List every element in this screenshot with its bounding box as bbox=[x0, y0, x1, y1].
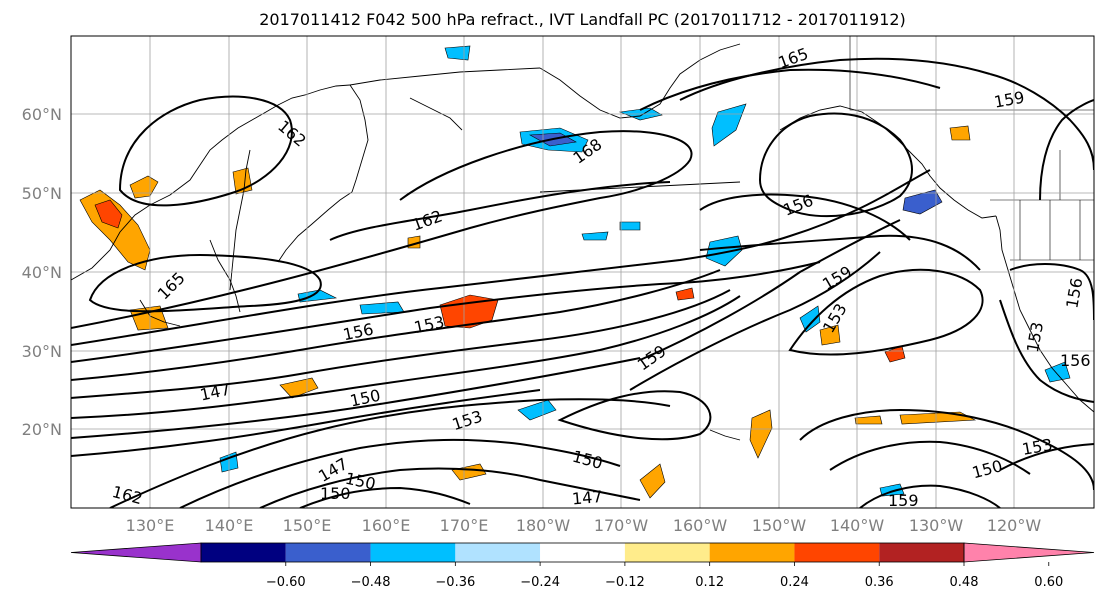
colorbar-segment bbox=[540, 543, 625, 562]
colorbar-segment bbox=[879, 543, 964, 562]
lon-label-130e: 130°E bbox=[126, 516, 175, 535]
lon-label-140w: 140°W bbox=[830, 516, 885, 535]
country-borders bbox=[849, 36, 1094, 261]
colorbar-extend-min bbox=[70, 542, 202, 563]
lon-label-150w: 150°W bbox=[752, 516, 807, 535]
contour-label: 147 bbox=[571, 487, 603, 509]
colorbar-tick-label: −0.36 bbox=[435, 575, 475, 590]
colorbar-tick-label: −0.12 bbox=[605, 575, 645, 590]
colorbar-tick-label: −0.24 bbox=[520, 575, 560, 590]
colorbar-segment bbox=[794, 543, 880, 562]
lon-label-130w: 130°W bbox=[909, 516, 964, 535]
colorbar-tick-label: 0.48 bbox=[950, 575, 979, 590]
lat-label-60n: 60°N bbox=[22, 105, 62, 124]
colorbar-tick-label: 0.12 bbox=[695, 575, 724, 590]
colorbar-extend-max bbox=[963, 542, 1095, 563]
colorbar-tick-label: 0.36 bbox=[865, 575, 894, 590]
lat-label-30n: 30°N bbox=[22, 342, 62, 361]
map-frame bbox=[70, 35, 1095, 509]
colorbar-tick-label: −0.60 bbox=[266, 575, 306, 590]
contour-label: 159 bbox=[888, 491, 919, 510]
colorbar-segment bbox=[455, 543, 541, 562]
colorbar-tick-label: −0.48 bbox=[351, 575, 391, 590]
colorbar-segment bbox=[201, 543, 286, 562]
colorbar-tick-label: 0.24 bbox=[780, 575, 809, 590]
ivt-contours bbox=[71, 57, 1094, 508]
coastlines bbox=[71, 43, 1094, 441]
contour-label: 156 bbox=[1060, 351, 1091, 370]
lon-label-160w: 160°W bbox=[673, 516, 728, 535]
lon-label-170e: 170°E bbox=[440, 516, 489, 535]
colorbar-outline bbox=[200, 542, 965, 563]
colorbar-segment bbox=[285, 543, 371, 562]
colorbar-segment bbox=[709, 543, 795, 562]
shading-layer bbox=[79, 45, 1071, 499]
lon-label-140e: 140°E bbox=[205, 516, 254, 535]
lat-label-40n: 40°N bbox=[22, 263, 62, 282]
lon-label-120w: 120°W bbox=[987, 516, 1042, 535]
map-title: 2017011412 F042 500 hPa refract., IVT La… bbox=[259, 10, 906, 29]
lat-label-20n: 20°N bbox=[22, 420, 62, 439]
lon-label-150e: 150°E bbox=[283, 516, 332, 535]
lon-label-170w: 170°W bbox=[594, 516, 649, 535]
lon-label-180w: 180°W bbox=[516, 516, 571, 535]
colorbar-tick-label: 0.60 bbox=[1034, 575, 1063, 590]
colorbar: −0.60 −0.48 −0.36 −0.24 −0.12 0.12 0.24 0.36 0.4… bbox=[70, 542, 1095, 590]
lat-axis: 60°N 50°N 40°N 30°N 20°N bbox=[22, 105, 62, 439]
map-area: 165 162 168 159 162 156 165 156 153 159 … bbox=[71, 36, 1094, 510]
colorbar-segment bbox=[624, 543, 710, 562]
lat-label-50n: 50°N bbox=[22, 184, 62, 203]
colorbar-segment bbox=[370, 543, 456, 562]
lon-axis: 130°E 140°E 150°E 160°E 170°E 180°W 170°… bbox=[126, 516, 1042, 535]
lon-label-160e: 160°E bbox=[362, 516, 411, 535]
contour-label: 150 bbox=[320, 484, 351, 503]
